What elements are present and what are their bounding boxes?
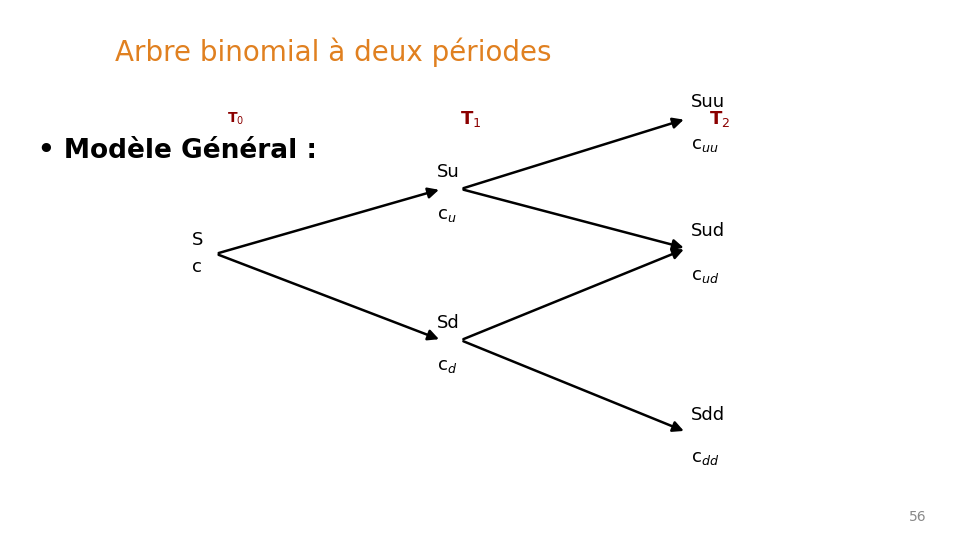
Text: Sdd: Sdd (691, 406, 726, 424)
Text: Sud: Sud (691, 222, 726, 240)
Text: Suu: Suu (691, 93, 726, 111)
Text: S: S (192, 231, 204, 249)
Text: Sd: Sd (437, 314, 460, 332)
Text: c$_u$: c$_u$ (437, 206, 456, 224)
Text: 56: 56 (909, 510, 926, 524)
Text: T$_2$: T$_2$ (709, 109, 731, 129)
Text: c$_{dd}$: c$_{dd}$ (691, 449, 719, 467)
Text: Arbre binomial à deux périodes: Arbre binomial à deux périodes (115, 38, 552, 68)
Text: c$_d$: c$_d$ (437, 357, 457, 375)
Text: c: c (192, 258, 202, 276)
Text: c$_{ud}$: c$_{ud}$ (691, 267, 719, 285)
Text: Su: Su (437, 163, 460, 181)
Text: T$_0$: T$_0$ (227, 111, 244, 127)
Text: T$_1$: T$_1$ (460, 109, 481, 129)
Text: • Modèle Général :: • Modèle Général : (38, 138, 318, 164)
Text: c$_{uu}$: c$_{uu}$ (691, 136, 719, 154)
